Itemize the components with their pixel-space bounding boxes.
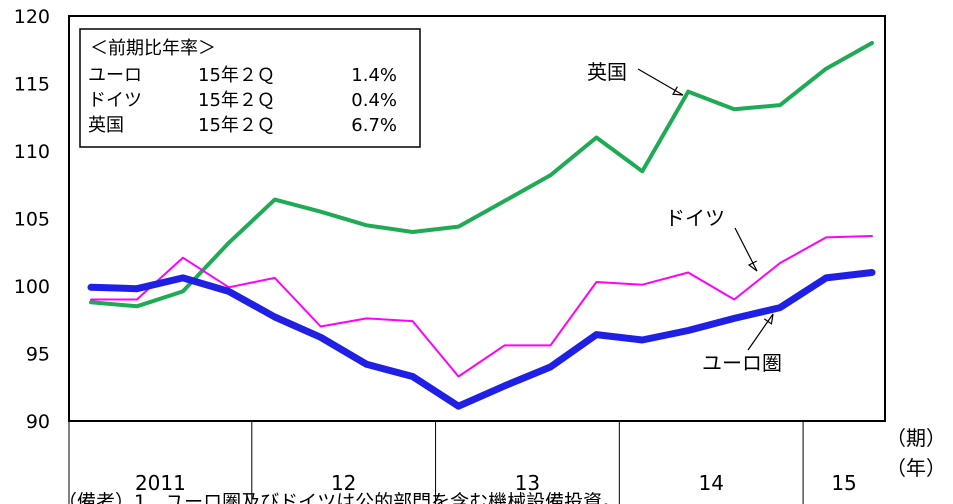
legend-row-period: 15年２Ｑ xyxy=(198,65,275,86)
series-line xyxy=(87,269,876,410)
legend-row-value: 0.4% xyxy=(351,90,397,111)
series-line xyxy=(90,235,873,378)
series-line xyxy=(89,41,874,309)
legend-title: ＜前期比年率＞ xyxy=(90,38,216,59)
y-tick-label: 90 xyxy=(26,411,50,433)
y-tick-label: 110 xyxy=(14,141,50,163)
legend-row-name: 英国 xyxy=(88,115,124,136)
x-year-label: 13 xyxy=(515,471,540,495)
x-year-label: 15 xyxy=(831,471,856,495)
x-axis: 2011 12 13 14 15 xyxy=(68,421,857,504)
series-callout-label: 英国 xyxy=(587,60,627,84)
legend-row-period: 15年２Ｑ xyxy=(198,115,275,136)
series-callout-label: ドイツ xyxy=(665,206,725,230)
legend-frame xyxy=(79,28,421,148)
legend-row-name: ユーロ xyxy=(88,65,142,86)
y-tick-label: 100 xyxy=(14,276,50,298)
callout-arrowhead xyxy=(763,313,774,325)
y-axis: 90 95 100 105 110 115 120 xyxy=(14,6,50,433)
series-callout-label: ユーロ圏 xyxy=(702,351,782,375)
callout-arrow xyxy=(747,313,774,351)
y-tick-label: 105 xyxy=(14,209,50,231)
legend-row-name: ドイツ xyxy=(88,90,142,111)
callout-arrow xyxy=(637,68,684,96)
x-axis-year-label: （年） xyxy=(886,456,946,480)
legend-box: ＜前期比年率＞ ユーロ 15年２Ｑ 1.4% ドイツ 15年２Ｑ 0.4% 英国 15年２Ｑ 6.… xyxy=(79,28,421,148)
plot-area xyxy=(68,15,886,422)
x-year-label: 2011 xyxy=(135,471,186,495)
x-year-label: 14 xyxy=(698,471,723,495)
callout-arrowhead xyxy=(672,86,684,96)
series-layer xyxy=(87,41,876,410)
callout-arrowhead xyxy=(747,260,758,272)
y-tick-label: 120 xyxy=(14,6,50,28)
callout-arrow xyxy=(734,227,758,272)
y-tick-label: 95 xyxy=(26,344,50,366)
y-tick-label: 115 xyxy=(14,74,50,96)
legend-row-value: 6.7% xyxy=(351,115,397,136)
x-year-label: 12 xyxy=(331,471,356,495)
legend-row-period: 15年２Ｑ xyxy=(198,90,275,111)
footnote: （備考）1．ユーロ圏及びドイツは公的部門を含む機械設備投資。 xyxy=(58,491,621,504)
legend-row-value: 1.4% xyxy=(351,65,397,86)
x-axis-period-label: （期） xyxy=(886,426,946,450)
